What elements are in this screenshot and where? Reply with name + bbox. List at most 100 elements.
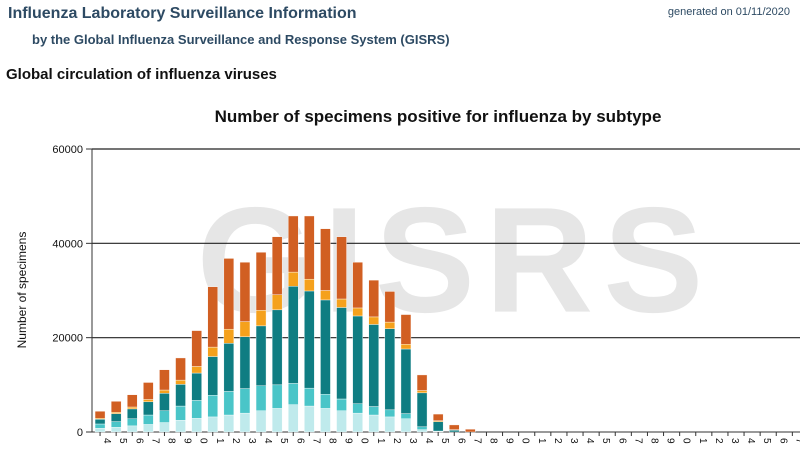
x-tick-label: 4	[423, 438, 434, 444]
bar-segment-series-1	[255, 385, 267, 411]
y-tick-label: 20000	[52, 333, 83, 345]
bar-segment-series-1	[143, 414, 154, 425]
bar-segment-series-1	[304, 387, 315, 407]
bar-segment-series-1	[127, 418, 138, 427]
bar-segment-series-1	[191, 400, 202, 419]
bar-segment-series-0	[255, 410, 267, 433]
bar-segment-series-3	[368, 316, 379, 325]
bar-segment-series-4	[368, 279, 379, 318]
bar-segment-series-4	[432, 413, 444, 421]
x-tick-label: 5	[439, 438, 450, 444]
bar-segment-series-3	[271, 294, 283, 311]
bar-segment-series-4	[191, 330, 202, 367]
bar-segment-series-2	[255, 325, 267, 386]
x-tick-label: 1	[375, 438, 386, 444]
x-tick-label: 1	[536, 438, 547, 444]
bar-segment-series-2	[94, 419, 106, 425]
bar-segment-series-3	[288, 271, 299, 287]
bar-segment-series-3	[400, 344, 412, 350]
bar-segment-series-0	[352, 412, 363, 433]
bar-segment-series-0	[159, 422, 170, 433]
bar-segment-series-0	[94, 428, 106, 433]
bar-segment-series-0	[288, 404, 299, 433]
bar-segment-series-3	[191, 366, 202, 374]
x-tick-label: 2	[230, 438, 241, 444]
bar-segment-series-0	[143, 424, 154, 433]
bar-segment-series-0	[320, 408, 331, 433]
bar-segment-series-1	[352, 403, 363, 414]
x-tick-label: 4	[584, 438, 595, 444]
bar-segment-series-3	[127, 406, 138, 410]
bar-segment-series-2	[416, 392, 428, 428]
bar-segment-series-0	[368, 414, 379, 433]
bar-segment-series-4	[304, 215, 315, 280]
x-tick-label: 7	[471, 438, 482, 444]
bar-segment-series-2	[288, 286, 299, 384]
bar-segment-series-3	[384, 321, 396, 329]
x-tick-label: 3	[729, 438, 740, 444]
bar-segment-series-2	[223, 343, 235, 392]
bar-segment-series-0	[271, 408, 283, 433]
x-tick-label: 7	[310, 438, 321, 444]
x-tick-label: 5	[600, 438, 611, 444]
bar-segment-series-0	[207, 416, 218, 433]
x-tick-label: 0	[198, 438, 209, 444]
x-tick-label: 9	[182, 438, 193, 444]
x-tick-label: 8	[648, 438, 659, 444]
bar-segment-series-4	[255, 252, 267, 311]
bar-segment-series-3	[223, 328, 235, 344]
bar-segment-series-0	[384, 416, 396, 433]
bar-segment-series-0	[110, 427, 122, 433]
bar-segment-series-2	[304, 290, 315, 389]
bar-segment-series-3	[239, 321, 251, 337]
x-tick-label: 5	[117, 438, 128, 444]
bar-segment-series-4	[159, 369, 170, 391]
bar-segment-series-1	[384, 409, 396, 418]
x-tick-label: 7	[149, 438, 160, 444]
generated-date: generated on 01/11/2020	[667, 6, 790, 18]
bar-segment-series-3	[320, 290, 331, 301]
bar-segment-series-2	[143, 401, 154, 416]
bar-segment-series-2	[127, 408, 138, 419]
bar-segment-series-0	[175, 420, 186, 433]
bar-segment-series-4	[336, 236, 347, 300]
bar-segment-series-4	[416, 374, 428, 391]
bar-segment-series-4	[465, 428, 476, 433]
bar-segment-series-3	[110, 411, 122, 414]
bar-segment-series-1	[223, 391, 235, 416]
x-tick-label: 5	[761, 438, 772, 444]
bar-segment-series-2	[207, 356, 218, 396]
y-tick-label: 40000	[52, 238, 83, 250]
bar-segment-series-0	[239, 412, 251, 433]
bar-segment-series-4	[239, 262, 251, 322]
y-axis-label: Number of specimens	[15, 232, 29, 349]
chart-title: Number of specimens positive for influen…	[214, 107, 662, 126]
x-tick-label: 3	[246, 438, 257, 444]
bar-segment-series-1	[416, 426, 428, 430]
bar-segment-series-3	[352, 307, 363, 317]
bar-segment-series-4	[223, 258, 235, 330]
bar-segment-series-3	[336, 298, 347, 308]
bar-segment-series-3	[143, 399, 154, 403]
bar-segment-series-3	[304, 278, 315, 292]
x-tick-label: 7	[793, 438, 800, 444]
bar-segment-series-1	[368, 406, 379, 416]
x-tick-label: 7	[632, 438, 643, 444]
x-tick-label: 6	[616, 438, 627, 444]
x-tick-label: 2	[713, 438, 724, 444]
report-subtitle: by the Global Influenza Surveillance and…	[32, 32, 450, 47]
bar-segment-series-0	[304, 405, 315, 433]
x-tick-label: 0	[520, 438, 531, 444]
bar-segment-series-1	[110, 421, 122, 428]
x-tick-label: 1	[697, 438, 708, 444]
x-tick-label: 5	[278, 438, 289, 444]
x-tick-label: 1	[214, 438, 225, 444]
bar-segment-series-0	[191, 418, 202, 433]
bar-segment-series-1	[288, 383, 299, 405]
x-tick-label: 8	[326, 438, 337, 444]
bar-segment-series-1	[336, 398, 347, 411]
x-tick-label: 2	[552, 438, 563, 444]
report-title: Influenza Laboratory Surveillance Inform…	[8, 5, 357, 22]
bar-segment-series-2	[400, 348, 412, 414]
